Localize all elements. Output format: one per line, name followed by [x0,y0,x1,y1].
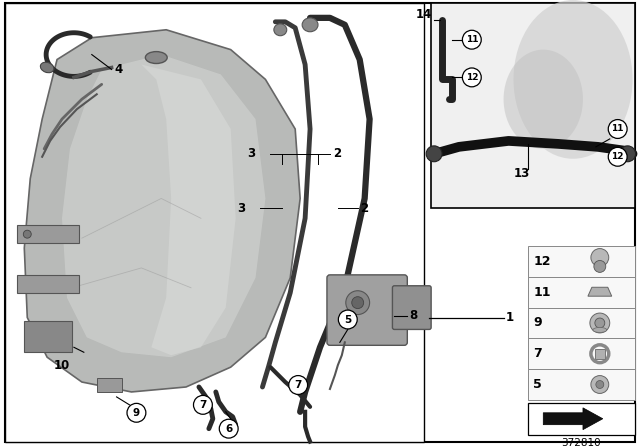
Bar [529,277,634,308]
Text: 9: 9 [533,316,542,329]
Text: 7: 7 [533,347,542,360]
Circle shape [289,375,308,394]
Polygon shape [543,408,603,430]
Text: 9: 9 [133,408,140,418]
Text: 8: 8 [410,309,417,322]
Bar [529,403,634,435]
Text: 13: 13 [513,167,529,180]
Bar [595,349,605,359]
Text: 2: 2 [360,202,368,215]
FancyBboxPatch shape [392,286,431,329]
Circle shape [591,375,609,393]
Circle shape [426,146,442,162]
Bar [97,378,122,392]
Text: 12: 12 [611,152,624,161]
Circle shape [591,249,609,267]
Text: 2: 2 [333,147,341,160]
Circle shape [620,146,636,162]
FancyBboxPatch shape [24,320,72,352]
Ellipse shape [302,18,318,32]
Ellipse shape [274,24,287,36]
Ellipse shape [504,50,583,149]
Text: 12: 12 [465,73,478,82]
Text: 5: 5 [344,314,351,324]
Text: 7: 7 [294,380,302,390]
FancyBboxPatch shape [17,225,79,243]
Circle shape [23,230,31,238]
Text: 1: 1 [506,311,514,324]
Circle shape [193,396,212,414]
Text: 14: 14 [416,9,432,22]
Ellipse shape [40,62,54,73]
Text: 6: 6 [225,424,232,434]
Text: 3: 3 [248,147,255,160]
Circle shape [339,310,357,329]
Text: 11: 11 [611,125,624,134]
Ellipse shape [145,52,167,64]
Circle shape [594,260,606,272]
FancyBboxPatch shape [327,275,407,345]
Polygon shape [62,55,266,357]
Bar [6,3,424,442]
FancyBboxPatch shape [17,275,79,293]
Text: 10: 10 [54,359,70,372]
Text: 11: 11 [465,35,478,44]
Bar [529,308,634,338]
Circle shape [462,30,481,49]
Circle shape [352,297,364,309]
Polygon shape [588,287,612,296]
Circle shape [596,380,604,388]
Bar [529,338,634,369]
Text: 7: 7 [199,400,207,410]
Text: 11: 11 [533,286,551,299]
Circle shape [595,318,605,328]
Circle shape [608,147,627,166]
Text: 4: 4 [115,63,123,76]
Circle shape [608,120,627,138]
Bar [431,3,634,208]
Ellipse shape [593,327,607,332]
Polygon shape [141,65,236,355]
Text: 5: 5 [533,378,542,391]
Bar [529,246,634,277]
Text: 12: 12 [533,255,551,268]
Polygon shape [24,30,300,392]
Bar [529,369,634,400]
Circle shape [462,68,481,87]
Circle shape [590,313,610,333]
Ellipse shape [513,0,632,159]
Circle shape [127,403,146,422]
Circle shape [220,419,238,438]
Text: 3: 3 [237,202,246,215]
Text: 372810: 372810 [561,438,601,448]
Circle shape [346,291,370,314]
